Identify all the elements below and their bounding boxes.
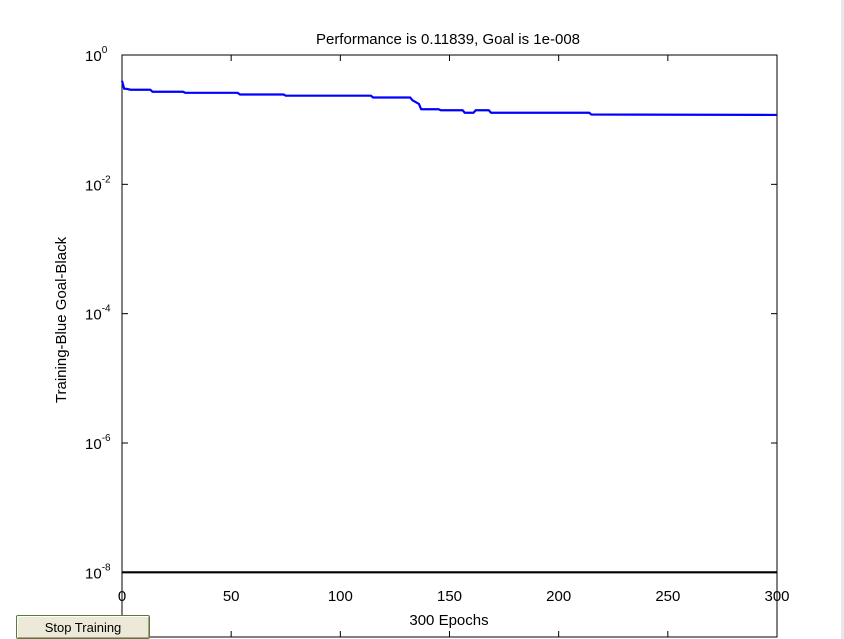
axes-box [121, 54, 778, 638]
x-tick-label: 100 [328, 588, 353, 605]
y-tick-base: 10 [85, 177, 102, 194]
training-line [120, 80, 778, 117]
y-tick-base: 10 [85, 48, 102, 65]
y-tick-exponent: 0 [102, 45, 108, 56]
y-tick-label: 100 [85, 45, 108, 65]
y-tick-label: 10-6 [85, 433, 111, 453]
x-tick-label: 150 [437, 588, 462, 605]
plot-title: Performance is 0.11839, Goal is 1e-008 [316, 31, 580, 48]
y-tick-exponent: -8 [102, 562, 111, 573]
stop-training-button[interactable]: Stop Training [16, 615, 150, 639]
x-tick-label: 300 [764, 588, 789, 605]
x-tick-label: 250 [655, 588, 680, 605]
y-axis-label: Training-Blue Goal-Black [53, 236, 70, 403]
x-tick-label: 50 [223, 588, 240, 605]
window-frame-edge [841, 0, 844, 639]
x-axis-label: 300 Epochs [409, 612, 488, 629]
x-tick-label: 200 [546, 588, 571, 605]
y-tick-label: 10-8 [85, 562, 111, 582]
y-tick-exponent: -4 [102, 304, 111, 315]
y-tick-exponent: -6 [102, 433, 111, 444]
y-tick-base: 10 [85, 436, 102, 453]
y-tick-base: 10 [85, 565, 102, 582]
y-tick-base: 10 [85, 307, 102, 324]
y-tick-label: 10-4 [85, 304, 111, 324]
y-tick-label: 10-2 [85, 174, 111, 194]
y-tick-exponent: -2 [102, 174, 111, 185]
x-tick-label: 0 [118, 588, 126, 605]
series-layer [120, 80, 778, 574]
